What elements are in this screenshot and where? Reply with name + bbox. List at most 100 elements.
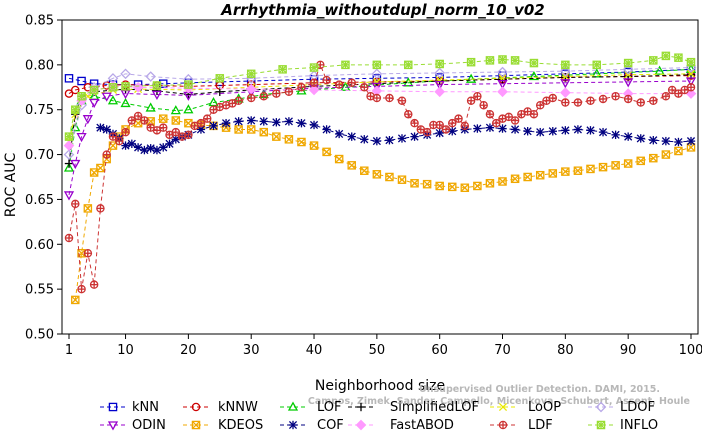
x-tick-label: 20 [180,343,197,358]
data-point [121,82,130,91]
data-point [171,127,181,137]
marker-stroke [686,143,696,152]
data-point [448,182,457,192]
data-point [64,233,74,243]
marker-stroke [523,127,532,136]
data-point [64,159,74,168]
data-point [561,126,570,135]
data-point [108,141,118,150]
data-point [183,104,194,114]
data-point [96,123,105,132]
data-point [102,150,111,159]
data-point [309,141,319,150]
data-point [504,112,514,122]
data-point [196,118,206,128]
marker-stroke [159,114,168,123]
data-point [77,284,86,294]
data-point [234,125,243,134]
data-point [434,86,446,98]
marker-stroke [649,136,658,145]
legend-item-kdeos: KDEOS [183,418,263,433]
data-point [83,204,93,213]
marker-stroke [284,135,293,144]
data-point [96,163,105,173]
data-point [674,137,683,147]
data-point [64,89,74,98]
data-point [107,95,119,105]
data-point [245,83,257,95]
marker-stroke [335,154,344,164]
y-axis-label: ROC AUC [3,152,19,217]
data-point [385,136,394,145]
data-point [623,132,633,141]
legend-item-cof: COF [280,418,344,433]
data-point [485,56,495,65]
data-point [372,60,382,70]
data-point [473,92,482,101]
data-point [70,159,81,170]
data-point [191,420,201,430]
data-point [397,175,407,184]
marker-stroke [297,119,306,128]
data-point [215,74,225,83]
legend-label: LOF [317,400,342,415]
data-point [101,92,112,102]
data-point [654,65,665,75]
data-point [624,70,633,79]
data-point [191,420,201,430]
marker-stroke [498,124,507,133]
data-point [140,116,149,125]
data-point [107,421,119,431]
data-point [372,77,381,86]
data-point [322,147,331,157]
data-point [636,156,645,166]
data-point [71,85,80,95]
data-point [410,179,419,188]
data-point [360,135,369,144]
data-point [63,140,75,151]
marker-stroke [624,132,633,141]
data-point [410,179,419,188]
marker-stroke [184,119,193,128]
marker-stroke [674,137,683,147]
legend-label: KDEOS [218,418,263,433]
marker-stroke [360,166,369,175]
data-point [63,162,75,172]
data-point [107,421,119,431]
data-point [170,105,181,115]
data-point [355,419,367,431]
data-point [165,139,174,149]
x-tick-label: 50 [369,343,386,358]
data-point [611,161,620,170]
data-point [356,402,366,412]
data-point [661,136,671,146]
data-point [372,93,382,103]
data-point [497,66,508,78]
data-point [397,96,407,105]
data-point [347,161,356,170]
marker-stroke [649,154,658,163]
marker-stroke [485,123,495,132]
data-point [158,114,168,123]
data-point [165,130,174,140]
data-point [132,81,144,93]
marker-stroke [209,121,218,130]
data-point [674,146,683,156]
data-point [448,182,457,192]
marker-stroke [191,420,201,430]
marker-stroke [96,163,105,173]
marker-stroke [222,119,231,128]
data-point [347,161,356,170]
legend: kNN kNNW LOF SimplifiedLOF LoOP LDOF ODIN KDEOS… [100,400,658,433]
data-point [360,83,369,92]
series-line [68,80,692,196]
data-point [371,68,383,80]
data-point [89,280,99,289]
data-point [89,98,100,109]
marker-stroke [573,166,582,175]
legend-item-knnw: kNNW [183,400,258,415]
data-point [573,125,583,134]
marker-stroke [548,127,557,136]
data-point [171,116,181,125]
data-point [259,117,268,126]
